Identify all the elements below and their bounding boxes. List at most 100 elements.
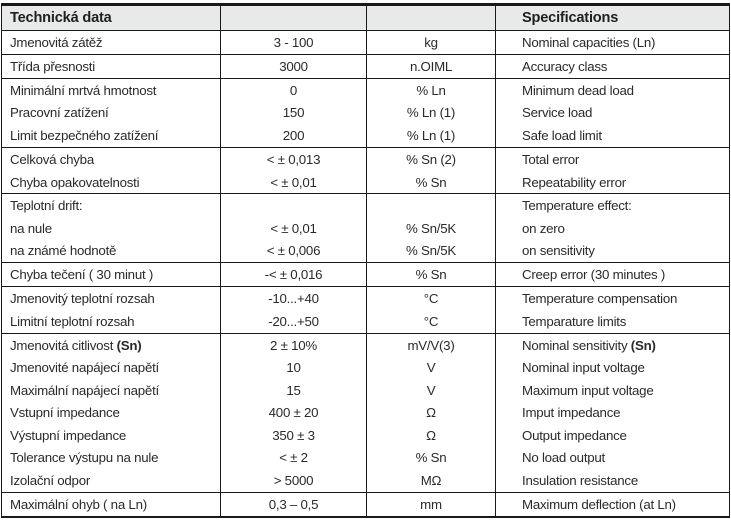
value-cell: < ± 0,01	[220, 217, 367, 240]
unit-cell: % Sn/5K	[366, 217, 496, 240]
czech-label-cell: Maximální napájecí napětí	[10, 382, 159, 398]
czech-label-cell: Maximální ohyb ( na Ln)	[10, 496, 147, 512]
table-row: Teplotní drift: Temperature effect:	[2, 193, 730, 218]
unit-cell: Ω	[366, 401, 496, 424]
czech-label-cell: Tolerance výstupu na nule	[10, 450, 159, 466]
czech-label-cell: Limitní teplotní rozsah	[1, 310, 221, 334]
unit-header-cell	[366, 4, 496, 31]
unit-cell: % Sn	[366, 446, 496, 469]
table-row: Výstupní impedance 350 ± 3 Ω Output impedan…	[2, 423, 730, 447]
header-row: Technická data Specifications	[1, 4, 730, 31]
unit-cell: % Ln (1)	[366, 101, 496, 125]
table-row: Izolační odpor > 5000 MΩ Insulation resista…	[1, 468, 730, 493]
czech-label-cell: Chyba opakovatelnosti	[1, 170, 221, 195]
unit-cell: % Sn	[366, 170, 496, 195]
czech-label-cell: Teplotní drift:	[10, 198, 83, 214]
value-cell: -10...+40	[220, 286, 367, 311]
unit-cell: V	[366, 379, 496, 402]
unit-cell: MΩ	[366, 468, 496, 493]
czech-label-cell: Izolační odpor	[1, 468, 221, 493]
czech-label-cell: Jmenovitá citlivost (Sn)	[10, 337, 142, 353]
unit-cell: % Ln (1)	[366, 124, 496, 148]
table-row: Jmenovitá citlivost (Sn) 2 ± 10% mV/V(3) No…	[2, 333, 730, 357]
english-label-cell: Nominal sensitivity (Sn)	[495, 333, 730, 357]
table-row: Jmenovitá zátěž 3 - 100 kg Nominal capaciti…	[1, 30, 730, 55]
table-row: Chyba opakovatelnosti < ± 0,01% Sn Repeata…	[1, 170, 730, 195]
table-row: Maximální napájecí napětí 15 V Maximum inpu…	[2, 379, 730, 402]
value-cell: < ± 2	[220, 446, 367, 469]
value-cell: 0	[220, 78, 367, 102]
czech-label-cell: Výstupní impedance	[10, 427, 126, 443]
value-cell: -20...+50	[220, 310, 367, 334]
spec-table: Technická data Specifications Jmenovitá …	[1, 3, 730, 518]
value-cell: 3 - 100	[220, 30, 367, 55]
value-cell	[220, 193, 367, 218]
value-cell: -< ± 0,016	[220, 262, 367, 288]
table-row: Chyba tečení ( 30 minut ) -< ± 0,016% Sn C…	[1, 262, 730, 288]
english-label-cell: Maximum deflection (at Ln)	[495, 492, 730, 517]
unit-cell: % Sn	[366, 262, 496, 288]
english-label-cell: Temperature compensation	[495, 286, 730, 311]
table-row: Třída přesnosti 3000 n.OIML Accuracy class	[1, 54, 730, 79]
value-cell: 10	[220, 356, 367, 380]
english-label-cell: Total error	[495, 147, 730, 171]
table-row: Vstupní impedance 400 ± 20 Ω Imput impedanc…	[2, 401, 730, 424]
table-row: na nule < ± 0,01% Sn/5K on zero	[2, 217, 730, 240]
english-label-cell: No load output	[495, 446, 730, 469]
czech-label-cell: na nule	[10, 220, 52, 236]
value-cell: 0,3 – 0,5	[220, 492, 367, 517]
table-row: Jmenovitý teplotní rozsah -10...+40 °C Temp…	[2, 286, 730, 311]
value-cell: 3000	[220, 54, 367, 79]
english-label-cell: Creep error (30 minutes )	[495, 262, 730, 288]
czech-label-cell: Limit bezpečného zatížení	[1, 124, 221, 148]
czech-label-cell: Vstupní impedance	[10, 405, 120, 421]
english-label-cell: Nominal input voltage	[495, 356, 730, 380]
table-row: Minimální mrtvá hmotnost 0% Ln Minimum dea…	[2, 78, 730, 102]
english-label-cell: Maximum input voltage	[495, 379, 730, 402]
value-cell: 15	[220, 379, 367, 402]
english-label-cell: Imput impedance	[495, 401, 730, 424]
value-cell: < ± 0,013	[220, 147, 367, 171]
unit-cell: mm	[366, 492, 496, 517]
table-row: Celková chyba < ± 0,013% Sn (2) Total erro…	[2, 147, 730, 171]
value-cell: 350 ± 3	[220, 423, 367, 447]
table-row: Tolerance výstupu na nule < ± 2% Sn No loa…	[2, 446, 730, 469]
czech-label-cell: Celková chyba	[10, 151, 94, 167]
table-row: Limit bezpečného zatížení 200% Ln (1) Safe…	[1, 124, 730, 148]
czech-label-cell: Jmenovitá zátěž	[1, 30, 221, 55]
value-cell: 2 ± 10%	[220, 333, 367, 357]
english-label-cell: Service load	[495, 101, 730, 125]
value-cell: < ± 0,01	[220, 170, 367, 195]
unit-cell: °C	[366, 310, 496, 334]
english-label-cell: Insulation resistance	[495, 468, 730, 493]
value-header-cell	[220, 4, 367, 31]
czech-label-cell: na známé hodnotě	[1, 239, 221, 264]
czech-label-cell: Pracovní zatížení	[10, 105, 109, 121]
english-label-cell: on zero	[495, 217, 730, 240]
table-row: Limitní teplotní rozsah -20...+50 °C Tempar…	[1, 310, 730, 334]
spec-table-body: Jmenovitá zátěž 3 - 100 kg Nominal capaciti…	[1, 30, 730, 517]
value-cell: 150	[220, 101, 367, 125]
english-label-cell: Nominal capacities (Ln)	[495, 30, 730, 55]
english-label-cell: Repeatability error	[495, 170, 730, 195]
english-label-cell: Temperature effect:	[495, 193, 730, 218]
value-cell: < ± 0,006	[220, 239, 367, 264]
czech-header-title: Technická data	[1, 4, 221, 31]
english-label-cell: Minimum dead load	[495, 78, 730, 102]
english-label-cell: Accuracy class	[495, 54, 730, 79]
czech-label-cell: Jmenovité napájecí napětí	[10, 360, 159, 376]
value-cell: > 5000	[220, 468, 367, 493]
english-label-cell: on sensitivity	[495, 239, 730, 264]
czech-label-cell: Minimální mrtvá hmotnost	[10, 82, 157, 98]
table-row: Jmenovité napájecí napětí 10 V Nominal inpu…	[2, 356, 730, 380]
english-label-cell: Temparature limits	[495, 310, 730, 334]
unit-cell: n.OIML	[366, 54, 496, 79]
table-row: Maximální ohyb ( na Ln) 0,3 – 0,5 mm Maximu…	[2, 492, 730, 517]
english-label-cell: Output impedance	[495, 423, 730, 447]
unit-cell: mV/V(3)	[366, 333, 496, 357]
czech-label-cell: Chyba tečení ( 30 minut )	[1, 262, 221, 288]
unit-cell: V	[366, 356, 496, 380]
table-row: Pracovní zatížení 150% Ln (1) Service load	[2, 101, 730, 125]
english-label-cell: Safe load limit	[495, 124, 730, 148]
